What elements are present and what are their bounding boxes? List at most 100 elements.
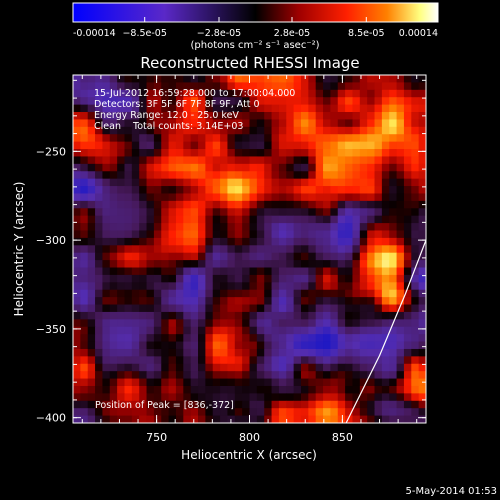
heatmap-cell — [117, 348, 125, 357]
heatmap-cell — [367, 260, 375, 268]
colorbar-tick-label: −2.8e-05 — [197, 28, 241, 39]
heatmap-cell — [323, 260, 331, 268]
heatmap-cell — [220, 348, 228, 357]
heatmap-cell — [389, 141, 397, 150]
heatmap-cell — [102, 134, 111, 143]
heatmap-cell — [205, 163, 214, 172]
heatmap-cell — [323, 134, 331, 143]
heatmap-cell — [345, 104, 353, 113]
heatmap-cell — [139, 156, 147, 165]
heatmap-cell — [396, 311, 405, 320]
heatmap-cell — [205, 141, 214, 150]
heatmap-cell — [293, 75, 302, 83]
heatmap-cell — [300, 304, 309, 313]
heatmap-cell — [205, 208, 214, 217]
heatmap-cell — [153, 89, 162, 98]
heatmap-cell — [249, 408, 258, 416]
heatmap-cell — [220, 334, 228, 342]
heatmap-cell — [389, 82, 397, 91]
heatmap-cell — [293, 415, 302, 423]
heatmap-cell — [95, 415, 103, 423]
heatmap-cell — [381, 326, 390, 335]
heatmap-cell — [205, 260, 214, 268]
heatmap-cell — [411, 75, 420, 83]
heatmap-cell — [131, 149, 140, 157]
heatmap-cell — [418, 141, 426, 150]
heatmap-cell — [175, 186, 184, 194]
heatmap-cell — [198, 89, 206, 98]
heatmap-cell — [146, 104, 155, 113]
heatmap-cell — [337, 245, 346, 254]
heatmap-cell — [146, 334, 155, 342]
heatmap-cell — [198, 97, 206, 106]
heatmap-cell — [190, 119, 199, 128]
heatmap-cell — [146, 289, 155, 298]
heatmap-cell — [330, 311, 339, 320]
heatmap-cell — [87, 149, 96, 157]
heatmap-cell — [418, 104, 426, 113]
heatmap-cell — [418, 82, 426, 91]
heatmap-cell — [242, 304, 250, 313]
heatmap-cell — [315, 319, 324, 328]
heatmap-cell — [381, 208, 390, 217]
heatmap-cell — [337, 267, 346, 276]
heatmap-cell — [278, 311, 287, 320]
heatmap-cell — [146, 282, 155, 291]
heatmap-cell — [146, 126, 155, 135]
footer-date: 5-May-2014 01:53 — [405, 486, 497, 497]
heatmap-cell — [220, 311, 228, 320]
heatmap-cell — [367, 304, 375, 313]
heatmap-cell — [124, 393, 133, 402]
heatmap-cell — [80, 289, 89, 298]
heatmap-cell — [286, 341, 295, 350]
heatmap-cell — [308, 126, 317, 135]
heatmap-cell — [337, 119, 346, 128]
heatmap-cell — [168, 393, 177, 402]
heatmap-cell — [109, 193, 118, 202]
heatmap-cell — [183, 149, 192, 157]
heatmap-cell — [131, 393, 140, 402]
heatmap-cell — [198, 104, 206, 113]
heatmap-cell — [234, 385, 243, 394]
heatmap-cell — [175, 334, 184, 342]
heatmap-cell — [381, 282, 390, 291]
heatmap-cell — [315, 112, 324, 120]
heatmap-cell — [139, 289, 147, 298]
heatmap-cell — [352, 97, 361, 106]
heatmap-cell — [87, 208, 96, 217]
heatmap-cell — [198, 400, 206, 409]
heatmap-cell — [315, 75, 324, 83]
heatmap-cell — [242, 75, 250, 83]
heatmap-cell — [80, 334, 89, 342]
heatmap-cell — [87, 415, 96, 423]
heatmap-cell — [131, 245, 140, 254]
heatmap-cell — [220, 400, 228, 409]
heatmap-cell — [73, 89, 81, 98]
heatmap-cell — [293, 363, 302, 372]
heatmap-cell — [352, 400, 361, 409]
heatmap-cell — [271, 75, 280, 83]
heatmap-cell — [212, 400, 221, 409]
heatmap-cell — [153, 193, 162, 202]
heatmap-cell — [418, 252, 426, 261]
heatmap-cell — [183, 200, 192, 209]
heatmap-cell — [95, 141, 103, 150]
heatmap-cell — [131, 341, 140, 350]
heatmap-cell — [220, 119, 228, 128]
heatmap-cell — [323, 385, 331, 394]
heatmap-cell — [117, 119, 125, 128]
heatmap-cell — [161, 415, 169, 423]
heatmap-cell — [212, 326, 221, 335]
heatmap-cell — [389, 208, 397, 217]
heatmap-cell — [330, 149, 339, 157]
heatmap-cell — [367, 400, 375, 409]
heatmap-cell — [220, 75, 228, 83]
heatmap-cell — [168, 415, 177, 423]
heatmap-cell — [381, 311, 390, 320]
heatmap-cell — [175, 163, 184, 172]
heatmap-cell — [95, 245, 103, 254]
heatmap-cell — [87, 341, 96, 350]
heatmap-cell — [352, 171, 361, 180]
heatmap-cell — [249, 82, 258, 91]
heatmap-cell — [124, 341, 133, 350]
